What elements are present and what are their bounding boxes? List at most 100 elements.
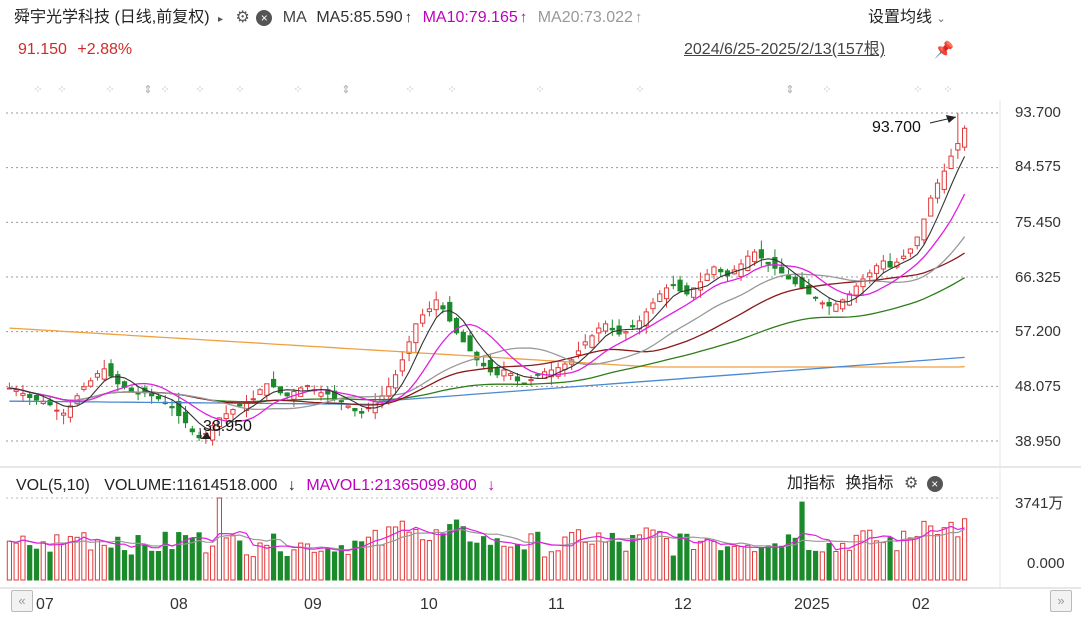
volume-bar: [433, 529, 439, 581]
candle: [13, 389, 19, 392]
volume-bar: [887, 537, 893, 581]
ma120-line: [9, 356, 965, 406]
volume-bar: [684, 533, 690, 581]
date-range[interactable]: 2024/6/25-2025/2/13(157根): [684, 40, 885, 60]
volume-bar: [555, 550, 561, 581]
volume-bar: [447, 524, 453, 581]
volume-bar: [223, 537, 229, 581]
candle: [758, 249, 764, 259]
candle: [338, 400, 344, 403]
volume-bar: [277, 551, 283, 581]
volume-bar: [589, 543, 595, 581]
volume-bar: [670, 555, 676, 581]
volume-bar: [270, 533, 277, 581]
candle: [609, 327, 615, 331]
candle: [359, 411, 365, 414]
event-marker-icon: ⁘: [635, 84, 644, 96]
chart-header: 舜宇光学科技 (日线,前复权) ▸ ⚙ × MA MA5:85.590 ↑ MA1…: [14, 8, 642, 30]
candle: [575, 350, 582, 356]
candle: [467, 335, 473, 352]
volume-bar: [880, 542, 886, 581]
ma-settings-button[interactable]: 设置均线 ⌄: [868, 8, 946, 29]
volume-bar: [514, 543, 521, 581]
candle: [108, 363, 114, 377]
candle: [677, 279, 683, 292]
volume-bar: [40, 541, 46, 581]
candle: [230, 409, 236, 415]
close-icon[interactable]: ×: [256, 9, 273, 26]
candle: [413, 323, 419, 344]
volume-bar: [921, 520, 927, 581]
volume-bar: [901, 530, 907, 581]
pin-icon[interactable]: 📌: [934, 42, 954, 59]
vol-label[interactable]: VOL(5,10): [16, 477, 90, 494]
candle: [94, 373, 101, 378]
scroll-right-button[interactable]: »: [1050, 590, 1072, 612]
volume-bar: [724, 546, 731, 581]
volume-bar: [94, 539, 101, 581]
switch-indicator-button[interactable]: 换指标: [845, 475, 894, 492]
candle: [487, 359, 493, 373]
event-marker-icon: ⁘: [33, 84, 42, 96]
candle: [934, 182, 941, 199]
volume-bar: [325, 548, 331, 581]
candle: [921, 218, 927, 241]
volume-bar: [623, 550, 629, 581]
volume-bar: [257, 542, 263, 581]
candle: [67, 405, 73, 418]
gear-icon[interactable]: ⚙: [903, 475, 919, 492]
candle: [602, 323, 609, 332]
volume-bar: [460, 526, 466, 581]
ma5-value: MA5:85.590: [316, 9, 403, 26]
volume-bar: [311, 551, 317, 581]
candle: [704, 273, 710, 281]
candle: [264, 383, 270, 396]
candle: [535, 373, 541, 376]
volume-bar: [860, 530, 866, 581]
candle: [941, 170, 947, 190]
candle: [257, 389, 263, 395]
candle: [81, 386, 87, 390]
candle: [907, 248, 914, 254]
event-marker-icon: ⁘: [57, 84, 66, 96]
volume-bar: [392, 526, 399, 581]
event-marker-icon: ⁘: [160, 84, 169, 96]
volume-bar: [521, 549, 527, 581]
volume-bar: [88, 549, 94, 581]
volume-bar: [826, 543, 832, 581]
volume-bar: [210, 545, 216, 581]
volume-bar: [779, 545, 785, 581]
volume-bar: [379, 544, 385, 581]
candle: [460, 331, 466, 343]
candle: [928, 197, 934, 217]
candle: [284, 392, 290, 397]
close-icon[interactable]: ×: [926, 475, 943, 492]
volume-bar: [440, 533, 446, 581]
candle: [352, 408, 358, 412]
candle: [812, 296, 819, 299]
candle: [494, 366, 500, 376]
volume-bar: [284, 556, 290, 581]
scroll-left-button[interactable]: «: [11, 590, 33, 612]
candle: [914, 236, 920, 247]
candle: [237, 403, 243, 407]
volume-arrow-icon: ↓: [287, 477, 296, 494]
add-indicator-button[interactable]: 加指标: [787, 475, 836, 492]
gear-icon[interactable]: ⚙: [235, 9, 250, 26]
volume-bar: [508, 546, 514, 581]
event-marker-icon: ⁘: [535, 84, 544, 96]
volume-bar: [60, 543, 67, 581]
ma250-line: [9, 327, 965, 368]
volume-bar: [928, 525, 934, 581]
price-tick: 66.325: [1015, 269, 1061, 286]
stock-title[interactable]: 舜宇光学科技 (日线,前复权): [14, 9, 210, 26]
volume-bar: [738, 546, 744, 581]
volume-bar: [386, 526, 392, 581]
volume-bar: [291, 549, 297, 581]
expand-triangle-icon[interactable]: ▸: [218, 14, 224, 25]
candle: [54, 409, 60, 412]
candle: [155, 395, 162, 400]
candle: [60, 412, 67, 416]
candle: [426, 308, 433, 313]
